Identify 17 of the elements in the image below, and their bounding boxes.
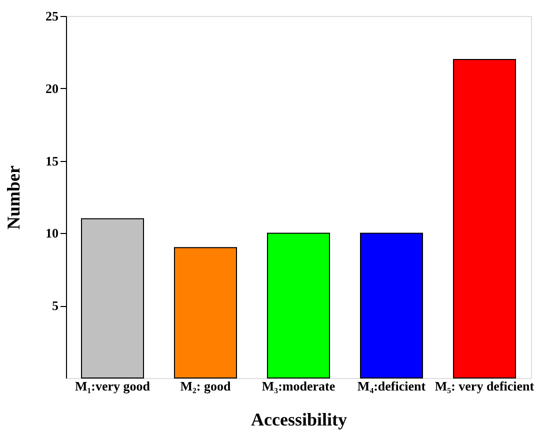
x-tick-label: M₁:very good — [74, 378, 151, 394]
x-tick-label: M₅: very deficient — [434, 378, 535, 394]
bar — [81, 218, 144, 378]
y-tick-label: 20 — [46, 80, 58, 96]
x-axis-title: Accessibility — [251, 410, 347, 430]
y-tick-label: 10 — [46, 226, 58, 241]
y-tick-label: 15 — [46, 153, 59, 168]
x-tick-label: M₄:deficient — [357, 378, 426, 394]
bar — [360, 232, 423, 378]
x-tick-label: M₃:moderate — [262, 378, 336, 394]
x-tick-label: M₂: good — [180, 378, 232, 394]
bar — [267, 232, 330, 378]
bar — [453, 58, 516, 378]
y-tick-label: 25 — [46, 8, 59, 24]
y-tick-label: 5 — [52, 298, 59, 314]
y-axis-title: Number — [4, 165, 24, 230]
bar — [174, 247, 237, 378]
